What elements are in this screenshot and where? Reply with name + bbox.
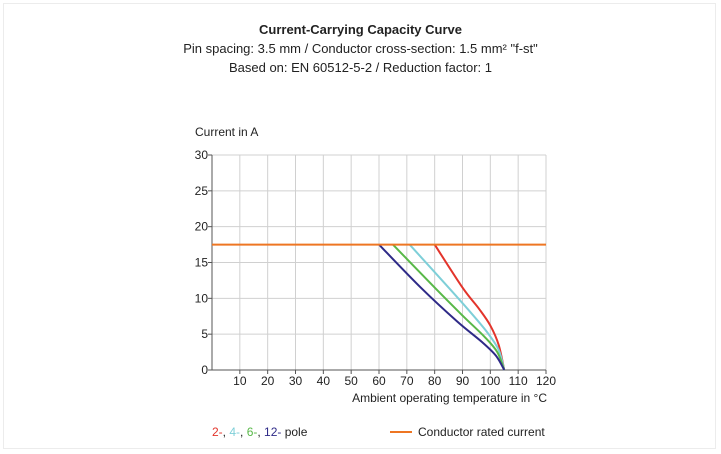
series-line-12 <box>378 243 506 371</box>
rated-current-swatch <box>390 431 412 433</box>
legend-pole-text-1: , <box>222 425 230 439</box>
tick-labels: 10 20 30 40 50 60 70 80 90 100 110 120 0 5 10 15 20 25 30 <box>195 148 557 388</box>
legend-pole-text-6: 12- <box>264 425 282 439</box>
y-tick-label-0: 0 <box>201 363 208 377</box>
y-tick-label-30: 30 <box>195 148 209 162</box>
legend-pole-text-5: , <box>257 425 265 439</box>
chart-frame <box>3 3 716 449</box>
x-tick-label-110: 110 <box>509 374 528 388</box>
x-tick-label-50: 50 <box>344 374 358 388</box>
legend-pole-text-7: pole <box>281 425 308 439</box>
y-tick-label-10: 10 <box>195 291 209 305</box>
grid-lines <box>212 154 547 370</box>
legend-pole-text-4: 6- <box>246 425 258 439</box>
x-tick-label-10: 10 <box>233 374 247 388</box>
legend-pole-text-2: 4- <box>229 425 241 439</box>
y-tick-label-15: 15 <box>195 256 209 270</box>
legend-pole-text-3: , <box>240 425 247 439</box>
y-tick-label-5: 5 <box>201 327 208 341</box>
y-axis-label: Current in A <box>195 125 258 139</box>
chart-subtitle-based-on: Based on: EN 60512-5-2 / Reduction facto… <box>228 60 493 75</box>
x-tick-label-30: 30 <box>289 374 303 388</box>
axes <box>208 154 547 374</box>
y-tick-label-20: 20 <box>195 220 209 234</box>
chart-header: Current-Carrying Capacity Curve Pin spac… <box>0 20 721 77</box>
x-tick-label-20: 20 <box>261 374 275 388</box>
x-tick-label-90: 90 <box>456 374 470 388</box>
chart-title: Current-Carrying Capacity Curve <box>259 22 462 37</box>
rated-current-label: Conductor rated current <box>418 425 545 439</box>
y-tick-label-25: 25 <box>195 184 209 198</box>
series-lines <box>212 243 546 371</box>
legend-pole-text-0: 2- <box>212 425 223 439</box>
legend-rated-current: Conductor rated current <box>390 425 545 439</box>
chart-subtitle-pin-spacing: Pin spacing: 3.5 mm / Conductor cross-se… <box>183 41 538 56</box>
series-line-2 <box>433 244 506 371</box>
series-line-6 <box>392 243 506 371</box>
x-tick-label-80: 80 <box>428 374 442 388</box>
x-tick-label-120: 120 <box>536 374 556 388</box>
x-tick-label-100: 100 <box>480 374 500 388</box>
legend-poles: 2-, 4-, 6-, 12- pole <box>212 425 307 439</box>
x-tick-label-70: 70 <box>400 374 414 388</box>
x-axis-label: Ambient operating temperature in °C <box>352 391 547 405</box>
x-tick-label-60: 60 <box>372 374 386 388</box>
series-line-4 <box>408 243 506 371</box>
x-tick-label-40: 40 <box>317 374 331 388</box>
